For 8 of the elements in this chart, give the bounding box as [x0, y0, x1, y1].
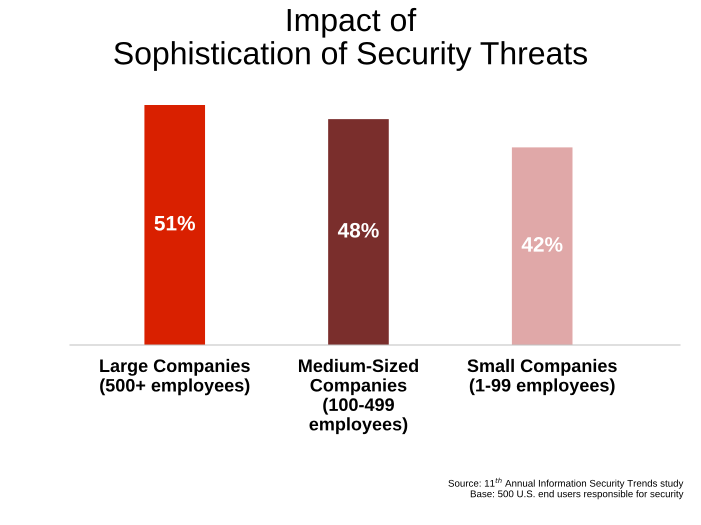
x-tick-label: Medium-Sized Companies (100-499 employees) [298, 358, 418, 434]
data-label: 51% [154, 216, 196, 231]
x-tick-label: Small Companies (1-99 employees) [467, 358, 617, 396]
data-label: 48% [338, 222, 379, 238]
chart-title: Impact of Sophistication of Security Threats [114, 8, 588, 71]
data-label: 42% [522, 237, 562, 252]
x-tick-label: Large Companies (500+ employees) [100, 358, 250, 396]
source-note: Source: 11$^{th}$ Annual Information Security Trends study Base: 500 U.S. end users responsible for security [448, 478, 684, 500]
